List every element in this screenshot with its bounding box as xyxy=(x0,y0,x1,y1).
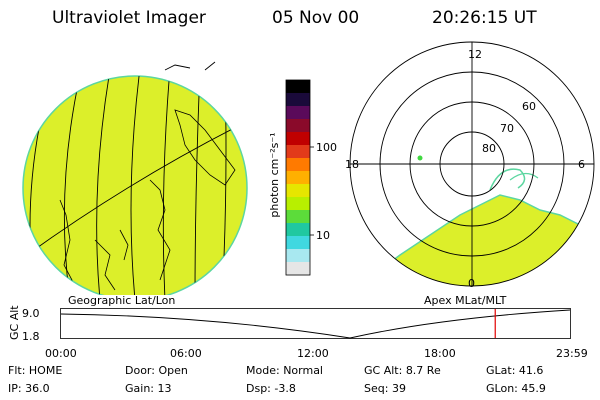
geographic-map-label: Geographic Lat/Lon xyxy=(68,294,176,307)
colorbar-segment xyxy=(286,210,310,224)
colorbar-segment xyxy=(286,184,310,198)
lat-label-60: 60 xyxy=(522,100,536,113)
info-flt: Flt: HOME xyxy=(8,364,63,377)
timeline-y-tick-low: 1.8 xyxy=(22,330,40,343)
altitude-timeline xyxy=(60,308,571,339)
x-tick-0: 00:00 xyxy=(45,347,77,360)
polar-map-label: Apex MLat/MLT xyxy=(424,294,507,307)
info-ip: IP: 36.0 xyxy=(8,382,50,395)
colorbar-segment xyxy=(286,223,310,237)
colorbar-segment xyxy=(286,236,310,250)
timeline-y-tick-high: 9.0 xyxy=(22,307,40,320)
info-gc-alt: GC Alt: 8.7 Re xyxy=(364,364,441,377)
colorbar-segment xyxy=(286,249,310,263)
date-label: 05 Nov 00 xyxy=(272,8,360,28)
colorbar-segment xyxy=(286,145,310,159)
colorbar-tick-10: 10 xyxy=(316,229,330,242)
x-tick-3: 18:00 xyxy=(424,347,456,360)
colorbar-gradient xyxy=(286,80,310,276)
mlt-label-12: 12 xyxy=(468,48,482,61)
colorbar-segment xyxy=(286,132,310,146)
info-dsp: Dsp: -3.8 xyxy=(246,382,296,395)
colorbar-segment xyxy=(286,80,310,94)
colorbar-segment xyxy=(286,119,310,133)
info-mode: Mode: Normal xyxy=(246,364,323,377)
colorbar: 100 10 photon cm⁻²s⁻¹ xyxy=(268,79,337,276)
info-glat: GLat: 41.6 xyxy=(486,364,544,377)
colorbar-segment xyxy=(286,158,310,172)
x-tick-4: 23:59 xyxy=(556,347,588,360)
polar-grid xyxy=(349,41,595,287)
timeline-y-label: GC Alt xyxy=(8,305,21,340)
lat-label-80: 80 xyxy=(482,142,496,155)
mlt-label-6: 6 xyxy=(578,158,585,171)
instrument-title: Ultraviolet Imager xyxy=(52,8,206,28)
satellite-marker xyxy=(417,155,423,161)
x-tick-2: 12:00 xyxy=(297,347,329,360)
colorbar-segment xyxy=(286,262,310,276)
uv-image-disk xyxy=(22,75,248,295)
info-seq: Seq: 39 xyxy=(364,382,406,395)
colorbar-unit-label: photon cm⁻²s⁻¹ xyxy=(268,132,281,217)
colorbar-segment xyxy=(286,106,310,120)
lat-label-70: 70 xyxy=(500,122,514,135)
polar-map: 12 18 6 0 60 70 80 xyxy=(345,41,595,290)
time-label: 20:26:15 UT xyxy=(432,8,537,28)
geographic-map xyxy=(22,61,248,295)
info-glon: GLon: 45.9 xyxy=(486,382,546,395)
info-door: Door: Open xyxy=(125,364,188,377)
colorbar-tick-100: 100 xyxy=(316,141,337,154)
mlt-label-18: 18 xyxy=(345,158,359,171)
colorbar-segment xyxy=(286,197,310,211)
colorbar-segment xyxy=(286,93,310,107)
colorbar-segment xyxy=(286,171,310,185)
info-gain: Gain: 13 xyxy=(125,382,172,395)
mlt-label-0: 0 xyxy=(468,277,475,290)
altitude-curve xyxy=(60,309,571,339)
x-tick-1: 06:00 xyxy=(170,347,202,360)
